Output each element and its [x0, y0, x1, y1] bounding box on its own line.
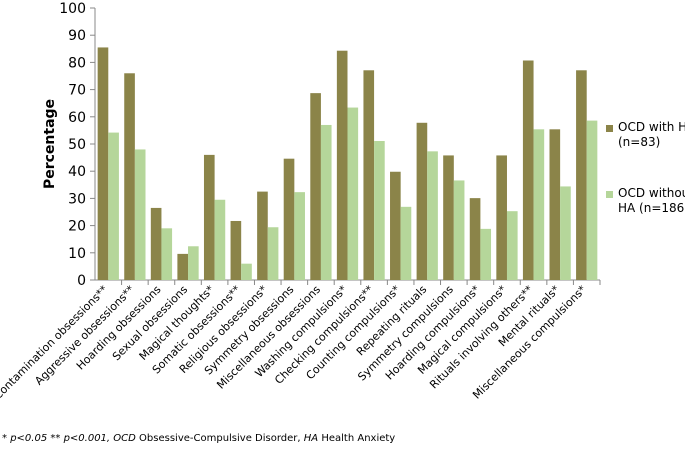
footnote-part: HA: [304, 433, 319, 444]
bar: [390, 171, 401, 280]
footnote-part: OCD: [113, 433, 136, 444]
legend-swatch: [606, 191, 613, 198]
bar: [506, 211, 518, 280]
bar: [576, 70, 587, 281]
bar: [560, 186, 571, 280]
legend-swatch: [606, 125, 613, 132]
legend-label: OCD without HA (n=186): [618, 186, 685, 215]
bar: [108, 132, 119, 280]
footnote: * p<0.05 ** p<0.001, OCD Obsessive-Compu…: [2, 433, 395, 444]
y-tick-label: 70: [68, 83, 86, 99]
bar: [283, 158, 295, 280]
y-tick-label: 40: [68, 164, 86, 180]
bar: [203, 154, 215, 280]
bar: [427, 151, 438, 280]
bar: [496, 155, 507, 280]
footnote-part: **: [50, 433, 60, 444]
y-tick-label: 0: [77, 273, 86, 289]
bar: [214, 199, 226, 280]
bar: [480, 228, 492, 280]
y-axis-label: Percentage: [42, 99, 58, 189]
footnote-part: Obsessive-Compulsive Disorder,: [139, 433, 301, 444]
bar: [336, 50, 348, 281]
bar: [188, 246, 199, 280]
bar: [294, 192, 305, 280]
bar: [374, 141, 385, 280]
footnote-part: Health Anxiety: [321, 433, 395, 444]
footnote-part: p<0.05: [9, 433, 47, 444]
bar: [443, 155, 454, 280]
bar: [97, 47, 109, 280]
bar: [230, 220, 242, 280]
bar: [241, 263, 252, 280]
bar: [161, 228, 173, 280]
bar: [533, 129, 545, 280]
bar: [400, 206, 412, 280]
y-tick-label: 80: [68, 55, 86, 71]
bar: [416, 122, 428, 280]
y-tick-label: 10: [68, 246, 86, 262]
bar: [257, 191, 268, 280]
footnote-part: *: [2, 433, 7, 444]
y-tick-label: 20: [68, 219, 86, 235]
y-tick-label: 90: [68, 28, 86, 44]
bar: [469, 198, 481, 280]
y-tick-label: 30: [68, 191, 86, 207]
y-tick-label: 60: [68, 110, 86, 126]
bar: [363, 70, 375, 281]
bar: [586, 120, 598, 280]
footnote-part: p<0.001,: [63, 433, 111, 444]
bar: [124, 73, 135, 280]
bar: [347, 107, 359, 280]
bar: [549, 129, 561, 280]
bar: [453, 180, 465, 280]
bar: [267, 227, 279, 280]
bar: [150, 207, 162, 280]
bar: [522, 60, 534, 280]
bar: [310, 93, 321, 280]
bar: [177, 253, 189, 280]
bar: [134, 149, 146, 280]
legend-label: OCD with HA (n=83): [618, 120, 685, 149]
y-tick-label: 100: [59, 1, 86, 17]
y-tick-label: 50: [68, 137, 86, 153]
bar: [320, 124, 332, 281]
